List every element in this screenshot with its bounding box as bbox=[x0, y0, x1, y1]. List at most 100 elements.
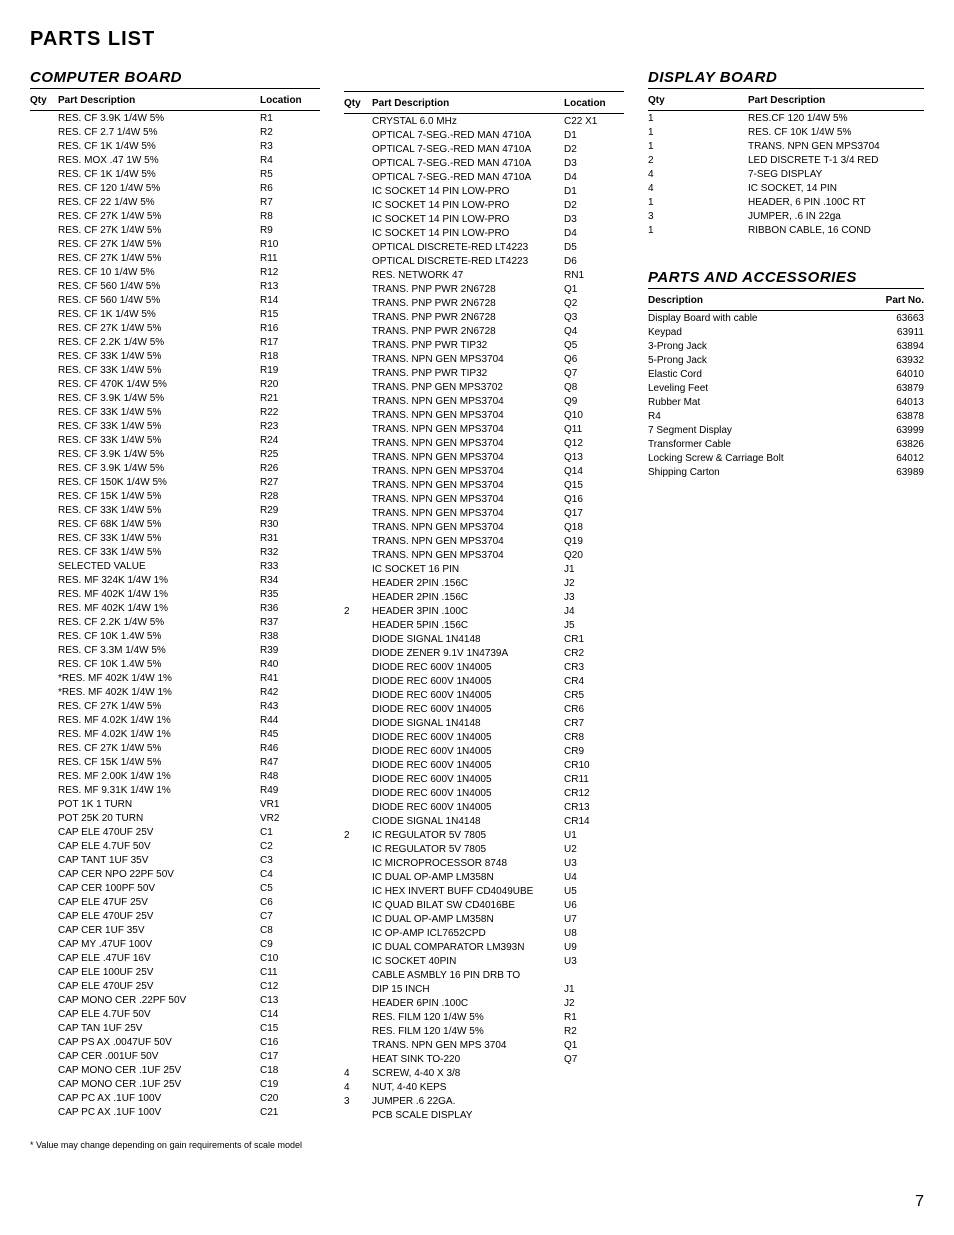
cell-desc: RES. MF 324K 1/4W 1% bbox=[58, 573, 260, 587]
table-row: RES. CF 33K 1/4W 5%R29 bbox=[30, 503, 320, 517]
table-row: RES. CF 3.9K 1/4W 5%R21 bbox=[30, 391, 320, 405]
cell-qty bbox=[30, 727, 58, 741]
cell-desc: CAP ELE 4.7UF 50V bbox=[58, 1007, 260, 1021]
cell-qty bbox=[30, 517, 58, 531]
table-row: TRANS. PNP GEN MPS3702Q8 bbox=[344, 380, 624, 394]
cell-desc: CABLE ASMBLY 16 PIN DRB TO bbox=[372, 968, 564, 982]
cell-desc: DIODE REC 600V 1N4005 bbox=[372, 674, 564, 688]
cell-pn: 64012 bbox=[864, 451, 924, 465]
table-row: 4NUT, 4-40 KEPS bbox=[344, 1080, 624, 1094]
cell-qty bbox=[30, 825, 58, 839]
cell-desc: RES. CF 1K 1/4W 5% bbox=[58, 139, 260, 153]
cell-qty bbox=[30, 293, 58, 307]
cell-qty bbox=[30, 349, 58, 363]
cell-desc: TRANS. NPN GEN MPS3704 bbox=[372, 422, 564, 436]
cell-loc: R37 bbox=[260, 615, 320, 629]
cell-qty: 4 bbox=[648, 181, 748, 195]
cell-desc: OPTICAL 7-SEG.-RED MAN 4710A bbox=[372, 170, 564, 184]
table-row: RES. CF 27K 1/4W 5%R43 bbox=[30, 699, 320, 713]
table-row: DIODE REC 600V 1N4005CR11 bbox=[344, 772, 624, 786]
cell-desc: TRANS. NPN GEN MPS3704 bbox=[372, 394, 564, 408]
table-row: IC MICROPROCESSOR 8748U3 bbox=[344, 856, 624, 870]
cell-desc: OPTICAL 7-SEG.-RED MAN 4710A bbox=[372, 142, 564, 156]
cell-qty bbox=[30, 391, 58, 405]
cell-qty bbox=[30, 587, 58, 601]
table-row: TRANS. NPN GEN MPS3704Q11 bbox=[344, 422, 624, 436]
cell-desc: DIODE SIGNAL 1N4148 bbox=[372, 632, 564, 646]
cell-loc: Q16 bbox=[564, 492, 624, 506]
cell-loc: C2 bbox=[260, 839, 320, 853]
cell-qty bbox=[344, 814, 372, 828]
table-row: DIODE REC 600V 1N4005CR5 bbox=[344, 688, 624, 702]
table-row: Elastic Cord64010 bbox=[648, 367, 924, 381]
cell-qty bbox=[30, 755, 58, 769]
cell-loc: R35 bbox=[260, 587, 320, 601]
table-row: RES. CF 27K 1/4W 5%R46 bbox=[30, 741, 320, 755]
parts-accessories-table: Description Part No. Display Board with … bbox=[648, 293, 924, 479]
cell-pn: 63826 bbox=[864, 437, 924, 451]
cell-loc: R39 bbox=[260, 643, 320, 657]
cell-loc: Q19 bbox=[564, 534, 624, 548]
rule bbox=[30, 88, 320, 89]
cell-qty bbox=[344, 422, 372, 436]
table-row: RES. CF 150K 1/4W 5%R27 bbox=[30, 475, 320, 489]
cell-desc: *RES. MF 402K 1/4W 1% bbox=[58, 685, 260, 699]
table-row: RES. CF 33K 1/4W 5%R31 bbox=[30, 531, 320, 545]
cell-loc: U5 bbox=[564, 884, 624, 898]
table-row: RES. MF 4.02K 1/4W 1%R45 bbox=[30, 727, 320, 741]
cell-qty bbox=[344, 352, 372, 366]
cell-qty bbox=[344, 716, 372, 730]
cell-qty bbox=[30, 279, 58, 293]
cell-qty bbox=[30, 979, 58, 993]
cell-qty bbox=[344, 338, 372, 352]
cell-desc: RES. CF 3.9K 1/4W 5% bbox=[58, 447, 260, 461]
cell-loc bbox=[564, 1094, 624, 1108]
cell-qty bbox=[344, 114, 372, 129]
cell-pn: 63879 bbox=[864, 381, 924, 395]
table-row: RES. CF 27K 1/4W 5%R9 bbox=[30, 223, 320, 237]
cell-loc: CR4 bbox=[564, 674, 624, 688]
cell-qty bbox=[30, 1077, 58, 1091]
cell-pn: 63999 bbox=[864, 423, 924, 437]
cell-desc: HEADER 5PIN .156C bbox=[372, 618, 564, 632]
table-row: RES. CF 3.9K 1/4W 5%R1 bbox=[30, 111, 320, 126]
cell-loc: R29 bbox=[260, 503, 320, 517]
cell-qty bbox=[30, 433, 58, 447]
table-row: TRANS. NPN GEN MPS3704Q18 bbox=[344, 520, 624, 534]
table-row: RES. CF 120 1/4W 5%R6 bbox=[30, 181, 320, 195]
cell-loc: Q11 bbox=[564, 422, 624, 436]
cell-loc: J1 bbox=[564, 562, 624, 576]
cell-loc: D1 bbox=[564, 128, 624, 142]
cell-loc: CR10 bbox=[564, 758, 624, 772]
cell-loc: C21 bbox=[260, 1105, 320, 1119]
cell-desc: HEAT SINK TO-220 bbox=[372, 1052, 564, 1066]
table-row: CAP CER 1UF 35VC8 bbox=[30, 923, 320, 937]
table-row: HEADER 2PIN .156CJ2 bbox=[344, 576, 624, 590]
cell-loc: D5 bbox=[564, 240, 624, 254]
cell-loc: C19 bbox=[260, 1077, 320, 1091]
cell-qty bbox=[30, 853, 58, 867]
cell-desc: RES. CF 15K 1/4W 5% bbox=[58, 489, 260, 503]
cell-desc: IC DUAL OP-AMP LM358N bbox=[372, 870, 564, 884]
cell-loc: R46 bbox=[260, 741, 320, 755]
cell-loc: D2 bbox=[564, 198, 624, 212]
cell-loc: C22 X1 bbox=[564, 114, 624, 129]
cell-qty bbox=[30, 1091, 58, 1105]
cell-loc: R5 bbox=[260, 167, 320, 181]
table-row: IC SOCKET 14 PIN LOW-PROD2 bbox=[344, 198, 624, 212]
cell-loc: C5 bbox=[260, 881, 320, 895]
cell-desc: TRANS. NPN GEN MPS3704 bbox=[372, 506, 564, 520]
header-qty: Qty bbox=[30, 93, 58, 111]
table-row: IC DUAL OP-AMP LM358NU4 bbox=[344, 870, 624, 884]
cell-loc: R10 bbox=[260, 237, 320, 251]
table-row: RES. CF 560 1/4W 5%R14 bbox=[30, 293, 320, 307]
cell-desc: RES. CF 27K 1/4W 5% bbox=[58, 209, 260, 223]
cell-qty bbox=[344, 268, 372, 282]
table-row: CAP ELE 4.7UF 50VC14 bbox=[30, 1007, 320, 1021]
cell-qty bbox=[344, 478, 372, 492]
table-row: TRANS. NPN GEN MPS3704Q10 bbox=[344, 408, 624, 422]
cell-desc: CAP MY .47UF 100V bbox=[58, 937, 260, 951]
table-row: 1HEADER, 6 PIN .100C RT bbox=[648, 195, 924, 209]
cell-qty bbox=[30, 1021, 58, 1035]
table-row: RES. MF 4.02K 1/4W 1%R44 bbox=[30, 713, 320, 727]
